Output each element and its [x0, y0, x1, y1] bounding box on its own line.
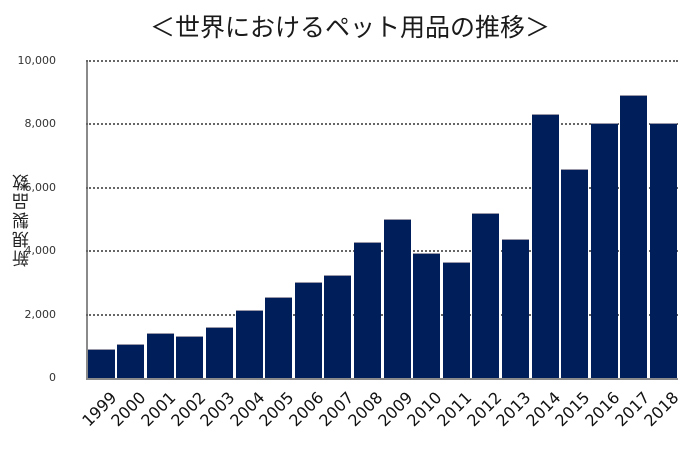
bar-2013 [501, 238, 529, 378]
gridline [86, 60, 678, 62]
bar-2001 [146, 332, 174, 378]
bar-2004 [235, 310, 263, 378]
y-tick-label: 0 [49, 371, 56, 384]
bar-2009 [383, 218, 411, 378]
plot-area: 0 2,000 4,000 6,000 8,000 10,000 [18, 54, 678, 384]
bar-2010 [413, 253, 441, 378]
y-axis-line [86, 61, 88, 379]
y-tick-label: 8,000 [24, 117, 57, 131]
bar-2008 [353, 241, 381, 378]
bar-2017 [620, 94, 648, 378]
bar-2000 [117, 344, 145, 378]
gridline [86, 123, 678, 126]
gridline [86, 313, 678, 316]
chart-title: ＜世界におけるペット用品の推移＞ [149, 13, 550, 42]
bar-2011 [442, 261, 470, 378]
bar-2014 [531, 113, 559, 378]
bar-2006 [294, 281, 322, 378]
bar-2003 [205, 326, 233, 378]
y-tick-label: 4,000 [24, 244, 57, 258]
y-tick-label: 6,000 [24, 180, 57, 194]
x-axis-line [86, 378, 678, 380]
bar-1999 [87, 349, 115, 378]
bar-2007 [324, 274, 352, 378]
bar-2012 [472, 213, 500, 378]
gridline [86, 186, 678, 189]
bar-2002 [176, 335, 204, 378]
y-tick-label: 2,000 [24, 307, 57, 321]
y-axis-label: 新規製品数 [13, 172, 33, 268]
bar-2005 [265, 297, 293, 378]
gridline [86, 250, 678, 253]
bar-2015 [561, 169, 589, 378]
bar-2016 [590, 123, 618, 378]
y-tick-label: 10,000 [17, 54, 57, 67]
bar-2018 [649, 123, 677, 378]
